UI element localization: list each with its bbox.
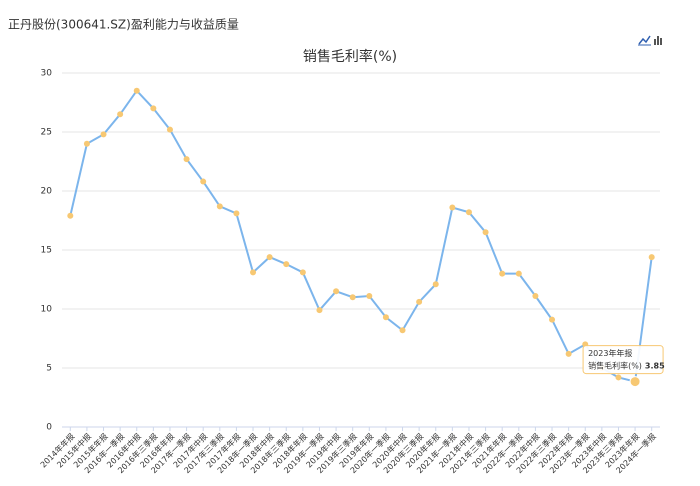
- data-point: [200, 178, 207, 185]
- data-point: [432, 281, 439, 288]
- data-point: [499, 270, 506, 277]
- data-point: [83, 140, 90, 147]
- data-point: [299, 269, 306, 276]
- data-point: [333, 288, 340, 295]
- page-header: 正丹股份(300641.SZ)盈利能力与收益质量: [8, 18, 239, 32]
- tooltip-box: [582, 345, 664, 375]
- data-point: [133, 87, 140, 94]
- y-tick-label: 15: [41, 246, 52, 256]
- data-point: [117, 111, 124, 118]
- data-point: [565, 350, 572, 357]
- y-tick-label: 5: [46, 364, 52, 374]
- data-point: [648, 254, 655, 261]
- data-point: [250, 269, 257, 276]
- data-point: [482, 229, 489, 236]
- data-point: [449, 204, 456, 211]
- tooltip-value-number: 3.85: [645, 361, 665, 370]
- y-tick-label: 0: [46, 423, 52, 433]
- bar-icon[interactable]: [654, 39, 656, 45]
- y-tick-label: 25: [41, 128, 52, 138]
- data-point: [366, 293, 373, 300]
- data-point: [515, 270, 522, 277]
- data-point: [615, 374, 622, 381]
- data-line: [69, 89, 653, 383]
- data-point: [549, 316, 556, 323]
- tooltip-value: 销售毛利率(%) 3.85: [588, 360, 665, 370]
- data-point: [100, 131, 107, 138]
- y-tick-label: 20: [41, 187, 53, 197]
- data-point: [382, 314, 389, 321]
- data-point: [349, 294, 356, 301]
- bar-icon: [657, 36, 659, 45]
- data-point: [150, 105, 157, 112]
- data-point: [233, 210, 240, 217]
- data-point: [465, 209, 472, 216]
- chart-title: 销售毛利率(%): [303, 48, 397, 65]
- data-point: [166, 126, 173, 133]
- data-point: [416, 298, 423, 305]
- data-point: [316, 307, 323, 314]
- data-point: [67, 212, 74, 219]
- tooltip-category: 2023年年报: [588, 348, 632, 358]
- y-tick-label: 30: [41, 69, 53, 79]
- chart-icons[interactable]: [638, 35, 662, 46]
- data-point: [399, 327, 406, 334]
- data-point: [216, 203, 223, 210]
- data-point: [266, 254, 273, 261]
- data-point: [283, 261, 290, 268]
- y-tick-label: 10: [41, 305, 53, 315]
- data-point: [629, 376, 641, 388]
- line-icon[interactable]: [638, 35, 651, 45]
- tooltip-series-name: 销售毛利率(%): [588, 360, 642, 370]
- data-point: [183, 156, 190, 163]
- data-point: [532, 293, 539, 300]
- bar-icon: [660, 38, 662, 45]
